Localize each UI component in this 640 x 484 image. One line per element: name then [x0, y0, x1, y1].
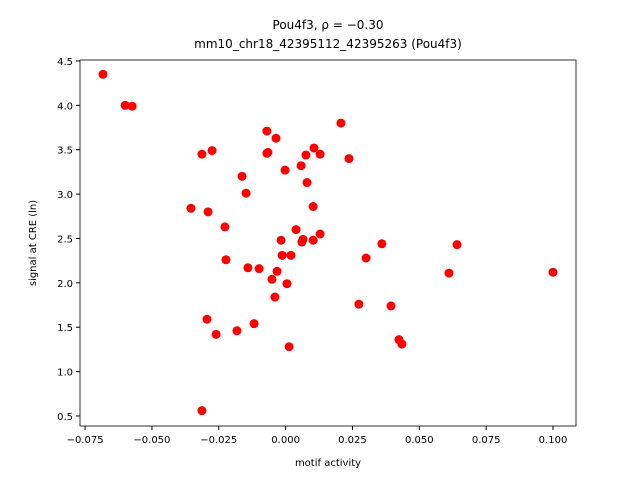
point [302, 178, 312, 188]
point [282, 279, 292, 289]
point [254, 264, 264, 274]
point [203, 207, 213, 217]
point [361, 253, 371, 263]
chart-title: Pou4f3, ρ = −0.30 [273, 18, 384, 32]
point [262, 148, 272, 158]
point [249, 319, 259, 329]
x-tick-label: 0.025 [338, 435, 367, 446]
point [241, 188, 251, 198]
point [308, 202, 318, 212]
point [386, 301, 396, 311]
x-tick-label: −0.075 [67, 435, 104, 446]
plot-frame [79, 59, 577, 427]
x-tick-label: 0.075 [472, 435, 501, 446]
y-tick-label: 1.5 [57, 323, 73, 334]
point [452, 240, 462, 250]
x-tick-label: 0.100 [539, 435, 568, 446]
point [344, 154, 354, 164]
point [220, 222, 230, 232]
point [271, 133, 281, 143]
point [296, 161, 306, 171]
point [232, 326, 242, 336]
point [308, 235, 318, 245]
x-tick-label: 0.000 [271, 435, 300, 446]
point [277, 250, 287, 260]
y-tick-label: 3.5 [57, 146, 73, 157]
point [243, 263, 253, 273]
point [272, 266, 282, 276]
point [444, 268, 454, 278]
point [315, 149, 325, 159]
point [211, 329, 221, 339]
point [186, 203, 196, 213]
point [377, 239, 387, 249]
point [127, 101, 137, 111]
point [207, 146, 217, 156]
y-tick-label: 0.5 [57, 412, 73, 423]
y-tick-label: 4.5 [57, 57, 73, 68]
point [221, 255, 231, 265]
x-tick-label: −0.025 [200, 435, 237, 446]
y-tick-label: 1.0 [57, 368, 73, 379]
y-tick-label: 4.0 [57, 101, 73, 112]
point [298, 234, 308, 244]
point [301, 150, 311, 160]
point [237, 171, 247, 181]
point [397, 339, 407, 349]
point [284, 342, 294, 352]
point [291, 225, 301, 235]
point [267, 274, 277, 284]
point [270, 292, 280, 302]
point [548, 267, 558, 277]
point [354, 299, 364, 309]
point [309, 143, 319, 153]
point [280, 165, 290, 175]
point [262, 126, 272, 136]
point [197, 406, 207, 416]
chart-subtitle: mm10_chr18_42395112_42395263 (Pou4f3) [194, 37, 462, 51]
x-tick-label: −0.050 [133, 435, 170, 446]
point [197, 149, 207, 159]
x-tick-label: 0.050 [405, 435, 434, 446]
y-tick-label: 3.0 [57, 190, 73, 201]
y-tick-label: 2.5 [57, 234, 73, 245]
point [202, 314, 212, 324]
y-axis-label: signal at CRE (ln) [28, 200, 39, 286]
point [286, 250, 296, 260]
x-axis-label: motif activity [295, 458, 361, 469]
point [336, 118, 346, 128]
point [98, 69, 108, 79]
point [276, 235, 286, 245]
y-tick-label: 2.0 [57, 279, 73, 290]
point [315, 229, 325, 239]
point [120, 100, 130, 110]
